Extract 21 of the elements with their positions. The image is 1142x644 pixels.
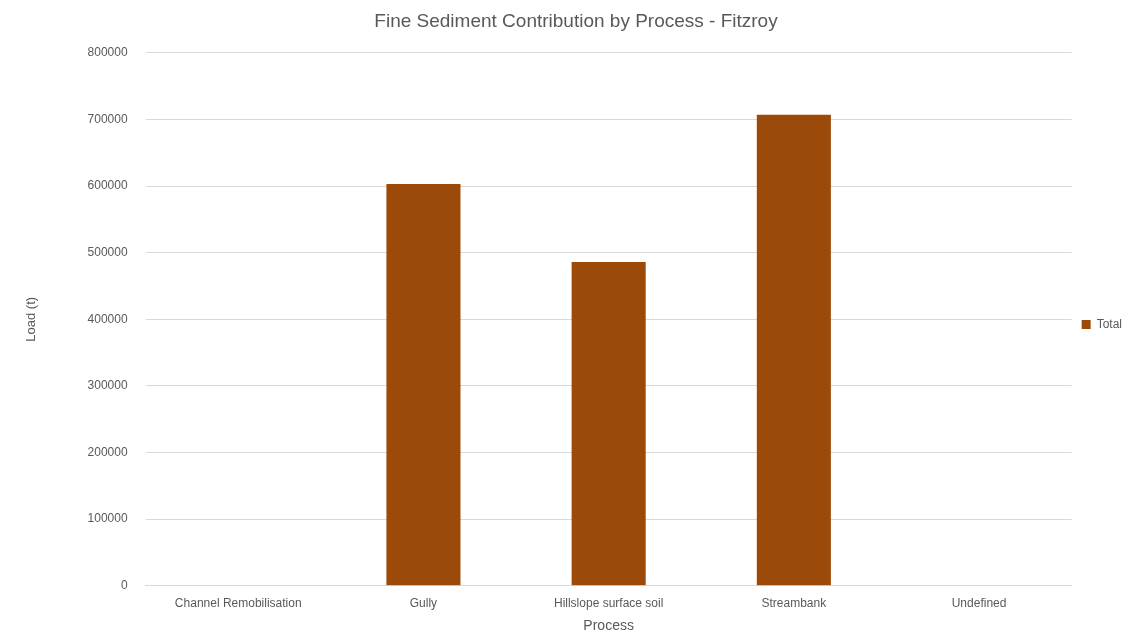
- legend-label: Total: [1096, 316, 1123, 331]
- y-tick-label: 400000: [87, 311, 128, 326]
- bar: [756, 114, 831, 586]
- x-tick-label: Channel Remobilisation: [174, 596, 302, 611]
- x-tick-label: Undefined: [951, 596, 1007, 611]
- y-tick-label: 800000: [87, 45, 128, 60]
- y-tick-label: 0: [120, 578, 128, 593]
- x-tick-label: Hillslope surface soil: [553, 596, 664, 611]
- y-tick-label: 200000: [87, 444, 128, 459]
- chart-title: Fine Sediment Contribution by Process - Fitzroy: [374, 9, 779, 31]
- x-tick-label: Gully: [409, 596, 438, 611]
- y-tick-label: 300000: [87, 378, 128, 393]
- bar: [571, 262, 646, 586]
- bar: [386, 184, 461, 586]
- x-tick-label: Streambank: [761, 596, 828, 611]
- y-tick-label: 600000: [87, 178, 128, 193]
- y-tick-label: 100000: [87, 511, 128, 526]
- y-axis-title: Load (t): [23, 296, 39, 342]
- y-tick-label: 500000: [87, 244, 128, 259]
- x-axis-title: Process: [583, 617, 634, 634]
- y-tick-label: 700000: [87, 111, 128, 126]
